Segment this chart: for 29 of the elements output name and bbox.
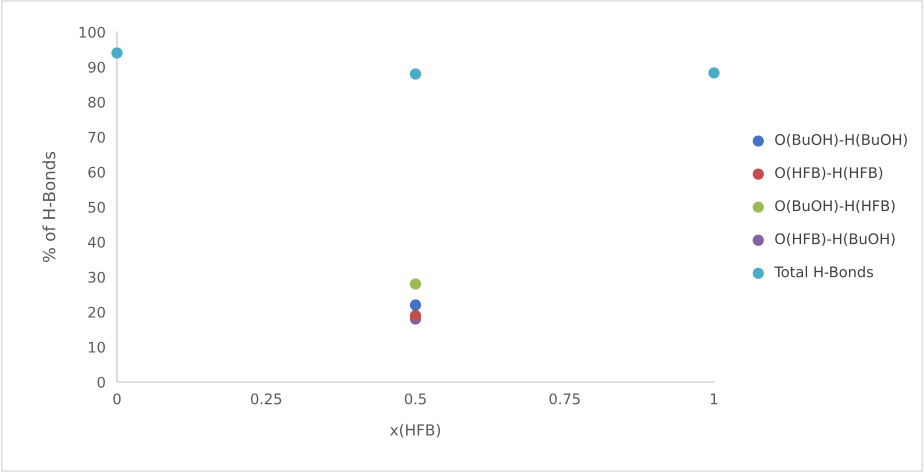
legend-label: O(HFB)-H(HFB) <box>775 166 882 180</box>
point <box>410 310 422 322</box>
point <box>111 47 123 59</box>
x-tick-label: 0.25 <box>250 393 282 404</box>
y-tick-label: 60 <box>88 166 105 178</box>
y-tick-label: 30 <box>88 272 105 283</box>
legend-label: Total H-Bonds <box>774 266 874 278</box>
point <box>410 68 422 80</box>
y-tick-label: 40 <box>88 236 105 248</box>
x-axis-title: x(HFB) <box>390 424 440 438</box>
legend-label: O(HFB)-H(BuOH) <box>775 233 895 246</box>
y-tick-label: 70 <box>88 132 105 143</box>
point <box>410 278 422 290</box>
point <box>410 299 422 311</box>
y-tick-label: 50 <box>88 202 105 213</box>
point <box>708 67 720 79</box>
x-tick-label: 1 <box>710 394 718 404</box>
y-tick-label: 10 <box>88 342 105 353</box>
legend-label: O(BuOH)-H(BuOH) <box>775 134 907 147</box>
x-tick-label: 0.75 <box>549 393 580 404</box>
y-tick-label: 90 <box>88 62 105 73</box>
y-tick-label: 0 <box>98 376 105 388</box>
y-tick-label: 80 <box>88 96 105 108</box>
y-tick-label: 100 <box>80 26 105 38</box>
y-tick-label: 20 <box>88 306 105 318</box>
x-tick-label: 0 <box>113 393 121 404</box>
x-tick-label: 0.5 <box>404 393 426 404</box>
y-axis-title: % of H-Bonds <box>42 152 56 262</box>
legend-label: O(BuOH)-H(HFB) <box>775 200 895 213</box>
